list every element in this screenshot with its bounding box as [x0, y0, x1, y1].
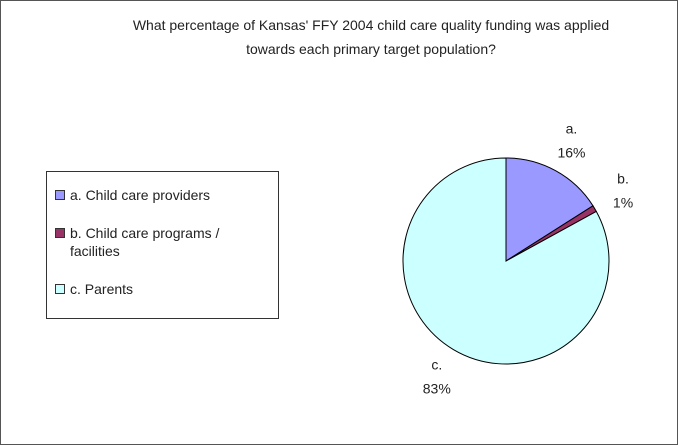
data-label: 83%	[423, 381, 451, 397]
pie-slice	[402, 157, 610, 365]
legend-label: a. Child care providers	[70, 187, 211, 203]
legend-item: b. Child care programs / facilities	[55, 224, 270, 260]
data-label: 1%	[613, 194, 633, 210]
chart-title: What percentage of Kansas' FFY 2004 chil…	[132, 17, 610, 57]
pie-slice	[505, 157, 594, 262]
slice-letter: a.	[566, 121, 578, 137]
legend-item: c. Parents	[55, 280, 270, 298]
legend-swatch	[55, 190, 65, 200]
legend-swatch	[55, 228, 65, 238]
legend-label: c. Parents	[70, 281, 134, 297]
legend-label: b. Child care programs / facilities	[70, 225, 220, 259]
slice-letter: b.	[617, 170, 629, 186]
legend: a. Child care providers b. Child care pro…	[46, 171, 279, 319]
legend-item: a. Child care providers	[55, 186, 270, 204]
slice-letter: c.	[431, 357, 442, 373]
data-label: 16%	[557, 145, 585, 161]
legend-swatch	[55, 284, 65, 294]
